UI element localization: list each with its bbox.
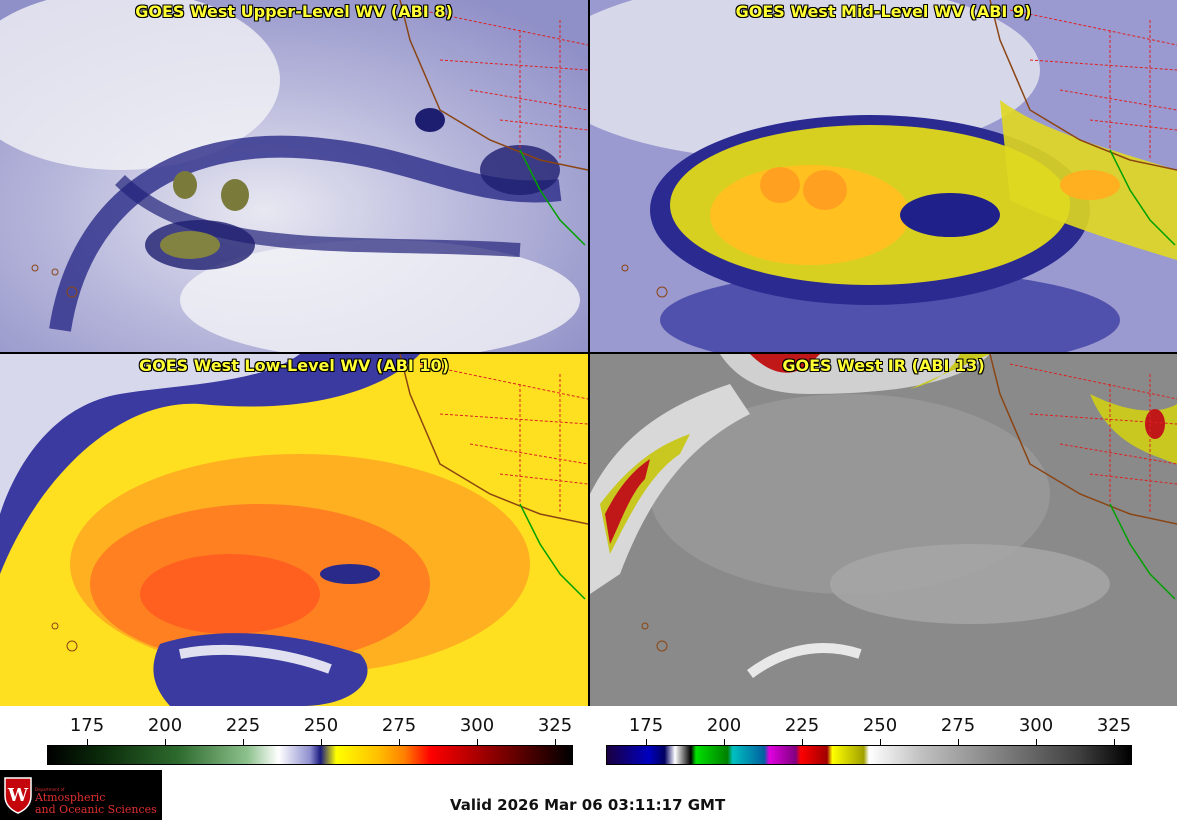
uw-crest-icon: W bbox=[4, 777, 32, 814]
low-level-wv-image bbox=[0, 354, 588, 706]
colorbar-left-tick-label: 275 bbox=[381, 715, 417, 736]
logo-department-text: Department of bbox=[35, 787, 65, 792]
colorbar-left-tick-label: 325 bbox=[537, 715, 573, 736]
panel-upper-level-wv: GOES West Upper-Level WV (ABI 8) bbox=[0, 0, 588, 352]
colorbar-left-tick-label: 225 bbox=[225, 715, 261, 736]
panel-mid-level-wv: GOES West Mid-Level WV (ABI 9) bbox=[590, 0, 1177, 352]
mid-level-wv-image bbox=[590, 0, 1177, 352]
colorbar-left-tick bbox=[87, 739, 88, 745]
colorbar-left-tick bbox=[399, 739, 400, 745]
colorbar-left bbox=[47, 745, 573, 765]
colorbar-right-tick bbox=[646, 739, 647, 745]
colorbar-right bbox=[606, 745, 1132, 765]
colorbar-right-tick bbox=[1114, 739, 1115, 745]
colorbar-right-tick bbox=[880, 739, 881, 745]
valid-time: Valid 2026 Mar 06 03:11:17 GMT bbox=[450, 796, 726, 814]
svg-text:W: W bbox=[7, 785, 29, 806]
ir-image bbox=[590, 354, 1177, 706]
colorbar-right-tick-label: 325 bbox=[1096, 715, 1132, 736]
colorbar-right-tick-label: 250 bbox=[862, 715, 898, 736]
panel-title-mid: GOES West Mid-Level WV (ABI 9) bbox=[735, 2, 1032, 21]
logo-line2: and Oceanic Sciences bbox=[35, 803, 157, 816]
panel-title-upper: GOES West Upper-Level WV (ABI 8) bbox=[135, 2, 453, 21]
colorbar-left-tick bbox=[555, 739, 556, 745]
colorbar-left-tick-label: 200 bbox=[147, 715, 183, 736]
panel-title-ir: GOES West IR (ABI 13) bbox=[782, 356, 985, 375]
logo-line1: Atmospheric bbox=[35, 791, 106, 804]
panel-divider-horizontal bbox=[0, 352, 1177, 354]
colorbar-right-tick bbox=[958, 739, 959, 745]
colorbar-left-tick bbox=[477, 739, 478, 745]
panel-ir: GOES West IR (ABI 13) bbox=[590, 354, 1177, 706]
colorbar-left-tick bbox=[165, 739, 166, 745]
upper-level-wv-image bbox=[0, 0, 588, 352]
colorbar-left-tick-label: 250 bbox=[303, 715, 339, 736]
panel-title-low: GOES West Low-Level WV (ABI 10) bbox=[138, 356, 449, 375]
colorbar-right-tick bbox=[724, 739, 725, 745]
panel-low-level-wv: GOES West Low-Level WV (ABI 10) bbox=[0, 354, 588, 706]
colorbar-left-tick bbox=[243, 739, 244, 745]
colorbar-left-tick-label: 300 bbox=[459, 715, 495, 736]
colorbar-right-tick bbox=[802, 739, 803, 745]
colorbar-right-tick-label: 200 bbox=[706, 715, 742, 736]
colorbar-right-tick-label: 300 bbox=[1018, 715, 1054, 736]
colorbar-right-tick-label: 275 bbox=[940, 715, 976, 736]
colorbar-left-tick bbox=[321, 739, 322, 745]
aos-logo: W Department of Atmospheric and Oceanic … bbox=[0, 770, 162, 820]
colorbar-left-tick-label: 175 bbox=[69, 715, 105, 736]
colorbar-right-tick bbox=[1036, 739, 1037, 745]
colorbar-right-tick-label: 175 bbox=[628, 715, 664, 736]
colorbar-right-tick-label: 225 bbox=[784, 715, 820, 736]
